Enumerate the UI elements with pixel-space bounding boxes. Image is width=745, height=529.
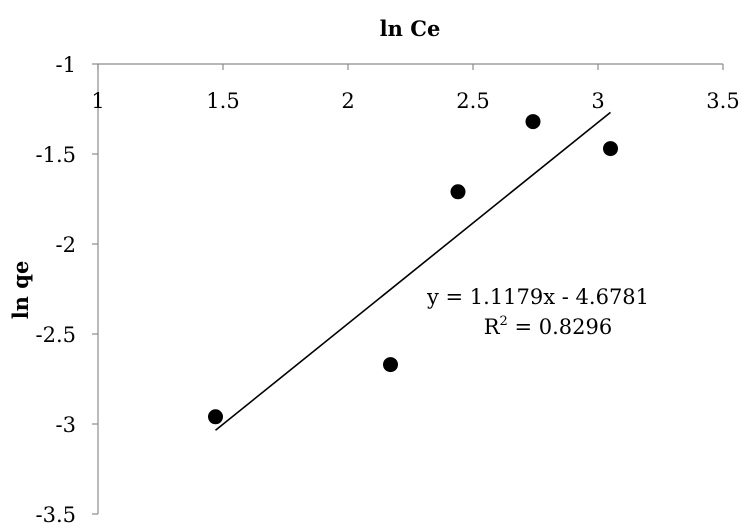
- trendline: [214, 111, 612, 431]
- y-tick-label: -3.5: [36, 503, 77, 527]
- x-tick-label: 2: [341, 89, 354, 113]
- y-tick-labels: -1 -1.5 -2 -2.5 -3 -3.5: [36, 53, 77, 527]
- y-tick-label: -2: [56, 233, 76, 257]
- data-point: [450, 184, 466, 200]
- axes: [92, 63, 724, 515]
- data-point: [208, 409, 223, 425]
- x-axis-title: ln Ce: [380, 16, 441, 41]
- y-tick-label: -3: [56, 413, 76, 437]
- data-point: [525, 114, 541, 130]
- x-tick-label: 2.5: [456, 89, 489, 113]
- trendline-equation: y = 1.1179x - 4.6781: [426, 285, 649, 309]
- r-squared-prefix: R: [484, 315, 501, 339]
- data-points: [208, 114, 618, 425]
- r-squared-value: = 0.8296: [508, 315, 612, 339]
- y-axis-title: ln qe: [8, 261, 33, 320]
- x-tick-label: 1.5: [206, 89, 239, 113]
- r-squared-label: R2 = 0.8296: [484, 314, 613, 339]
- x-tick-label: 3.5: [706, 89, 739, 113]
- data-point: [383, 357, 398, 373]
- data-point: [603, 141, 618, 157]
- y-tick-label: -1.5: [36, 143, 77, 167]
- y-tick-label: -2.5: [36, 323, 77, 347]
- r-squared-superscript: 2: [500, 314, 508, 329]
- x-tick-label: 3: [591, 89, 604, 113]
- trendline-layer: [214, 111, 612, 431]
- y-tick-label: -1: [56, 53, 76, 77]
- x-tick-labels: 1 1.5 2 2.5 3 3.5: [91, 89, 739, 113]
- x-tick-label: 1: [91, 89, 104, 113]
